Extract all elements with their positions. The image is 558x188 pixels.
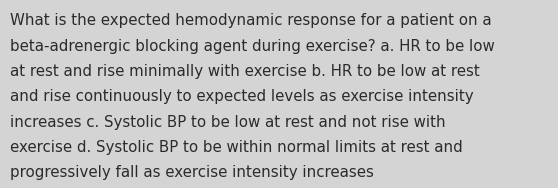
Text: at rest and rise minimally with exercise b. HR to be low at rest: at rest and rise minimally with exercise… [10, 64, 480, 79]
Text: exercise d. Systolic BP to be within normal limits at rest and: exercise d. Systolic BP to be within nor… [10, 140, 463, 155]
Text: What is the expected hemodynamic response for a patient on a: What is the expected hemodynamic respons… [10, 13, 492, 28]
Text: progressively fall as exercise intensity increases: progressively fall as exercise intensity… [10, 165, 374, 180]
Text: beta-adrenergic blocking agent during exercise? a. HR to be low: beta-adrenergic blocking agent during ex… [10, 39, 495, 54]
Text: increases c. Systolic BP to be low at rest and not rise with: increases c. Systolic BP to be low at re… [10, 115, 446, 130]
Text: and rise continuously to expected levels as exercise intensity: and rise continuously to expected levels… [10, 89, 474, 104]
